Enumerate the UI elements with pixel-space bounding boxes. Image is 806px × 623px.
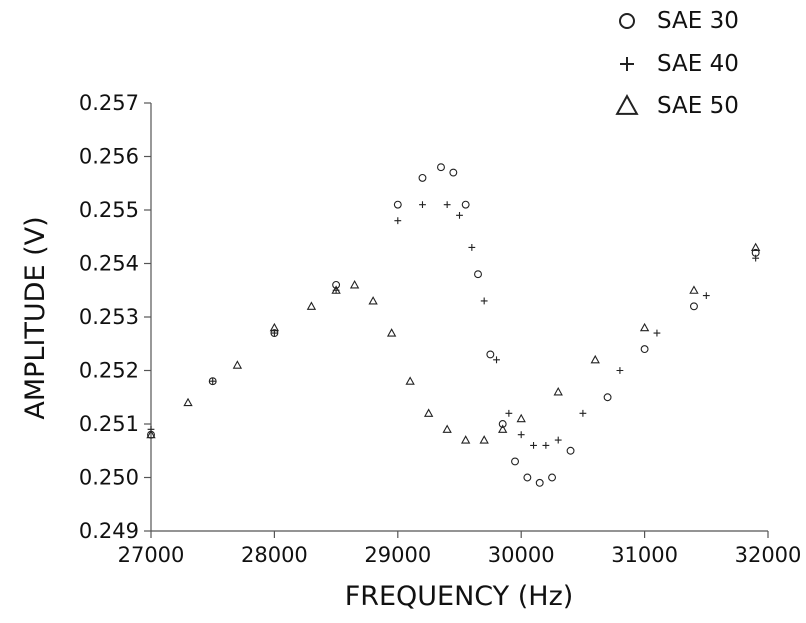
data-point — [493, 356, 500, 364]
y-tick-label: 0.252 — [79, 359, 139, 383]
legend-marker-sae-50 — [615, 94, 639, 115]
data-point — [752, 254, 760, 262]
series-sae-40 — [147, 201, 760, 449]
data-point — [750, 242, 761, 251]
x-tick-label: 29000 — [364, 543, 431, 567]
data-point — [232, 360, 243, 369]
y-tick-label: 0.251 — [79, 412, 139, 436]
data-point — [505, 409, 513, 417]
data-point — [639, 322, 650, 332]
data-point — [603, 393, 612, 402]
x-tick-label: 27000 — [118, 543, 185, 567]
data-point — [146, 429, 156, 439]
data-point — [331, 285, 341, 294]
data-point — [640, 345, 649, 354]
data-point — [349, 280, 360, 289]
data-point — [393, 200, 402, 209]
data-point — [566, 446, 575, 455]
data-point — [405, 376, 415, 385]
data-point — [394, 217, 402, 225]
x-tick-label: 28000 — [241, 543, 308, 567]
y-tick-label: 0.254 — [79, 252, 139, 276]
legend-marker-sae-30 — [619, 13, 635, 29]
data-point — [480, 297, 488, 305]
data-point — [419, 201, 426, 209]
data-point — [653, 329, 661, 337]
data-point — [474, 270, 482, 279]
data-point — [702, 292, 710, 299]
data-point — [306, 301, 317, 310]
legend: SAE 30 SAE 40 SAE 50 — [615, 8, 739, 119]
x-tick-label: 30000 — [488, 543, 555, 567]
data-point — [517, 431, 525, 439]
y-tick-label: 0.257 — [79, 91, 139, 115]
data-point — [423, 408, 434, 417]
legend-item-sae-40: SAE 40 — [620, 51, 739, 77]
y-tick-label: 0.255 — [79, 198, 139, 222]
y-axis-title: AMPLITUDE (V) — [20, 216, 51, 419]
x-tick-label: 31000 — [611, 543, 678, 567]
data-point — [535, 478, 544, 487]
data-point — [269, 322, 280, 332]
data-point — [690, 302, 698, 311]
data-point — [418, 173, 427, 182]
data-point — [542, 442, 550, 449]
y-tick-label: 0.250 — [79, 466, 139, 490]
data-point — [579, 409, 587, 417]
x-axis-title: FREQUENCY (Hz) — [345, 581, 574, 612]
data-point — [486, 350, 495, 359]
data-point — [498, 420, 507, 428]
data-point — [443, 201, 451, 209]
data-point — [479, 435, 489, 444]
y-tick-label: 0.253 — [79, 305, 139, 329]
data-point — [516, 413, 526, 423]
data-point — [449, 168, 458, 177]
data-point — [442, 424, 452, 433]
legend-item-sae-50: SAE 50 — [615, 93, 739, 119]
data-point — [386, 328, 397, 337]
y-tick-label: 0.249 — [79, 519, 139, 543]
data-point — [553, 387, 563, 396]
data-point — [437, 163, 445, 172]
legend-marker-shape — [619, 13, 635, 29]
data-point — [456, 211, 463, 219]
series-layer — [146, 163, 761, 487]
legend-label-sae-30: SAE 30 — [657, 8, 739, 34]
x-ticks: 27000 28000 29000 30000 31000 32000 — [118, 531, 802, 567]
x-tick-label: 32000 — [735, 543, 802, 567]
series-sae-30 — [147, 163, 760, 487]
legend-item-sae-30: SAE 30 — [619, 8, 739, 34]
data-point — [183, 397, 193, 407]
data-point — [530, 442, 537, 449]
data-point — [548, 473, 556, 482]
data-point — [590, 354, 600, 364]
y-ticks: 0.249 0.250 0.251 0.252 0.253 0.254 0.255 0.256… — [79, 91, 151, 543]
y-tick-label: 0.256 — [79, 145, 139, 169]
data-point — [511, 457, 519, 466]
legend-label-sae-40: SAE 40 — [657, 51, 739, 77]
data-point — [468, 244, 476, 251]
data-point — [616, 367, 624, 374]
legend-marker-shape — [620, 57, 634, 71]
legend-marker-sae-40 — [620, 57, 634, 71]
data-point — [689, 285, 699, 294]
legend-marker-shape — [615, 94, 639, 115]
series-sae-50 — [146, 242, 761, 444]
data-point — [523, 473, 532, 482]
data-point — [554, 436, 562, 444]
data-point — [498, 424, 508, 433]
data-point — [209, 377, 217, 385]
data-point — [460, 435, 471, 444]
legend-label-sae-50: SAE 50 — [657, 93, 739, 119]
data-point — [461, 200, 470, 209]
plot-area: 0.249 0.250 0.251 0.252 0.253 0.254 0.255 0.256… — [79, 91, 802, 567]
data-point — [368, 296, 378, 305]
